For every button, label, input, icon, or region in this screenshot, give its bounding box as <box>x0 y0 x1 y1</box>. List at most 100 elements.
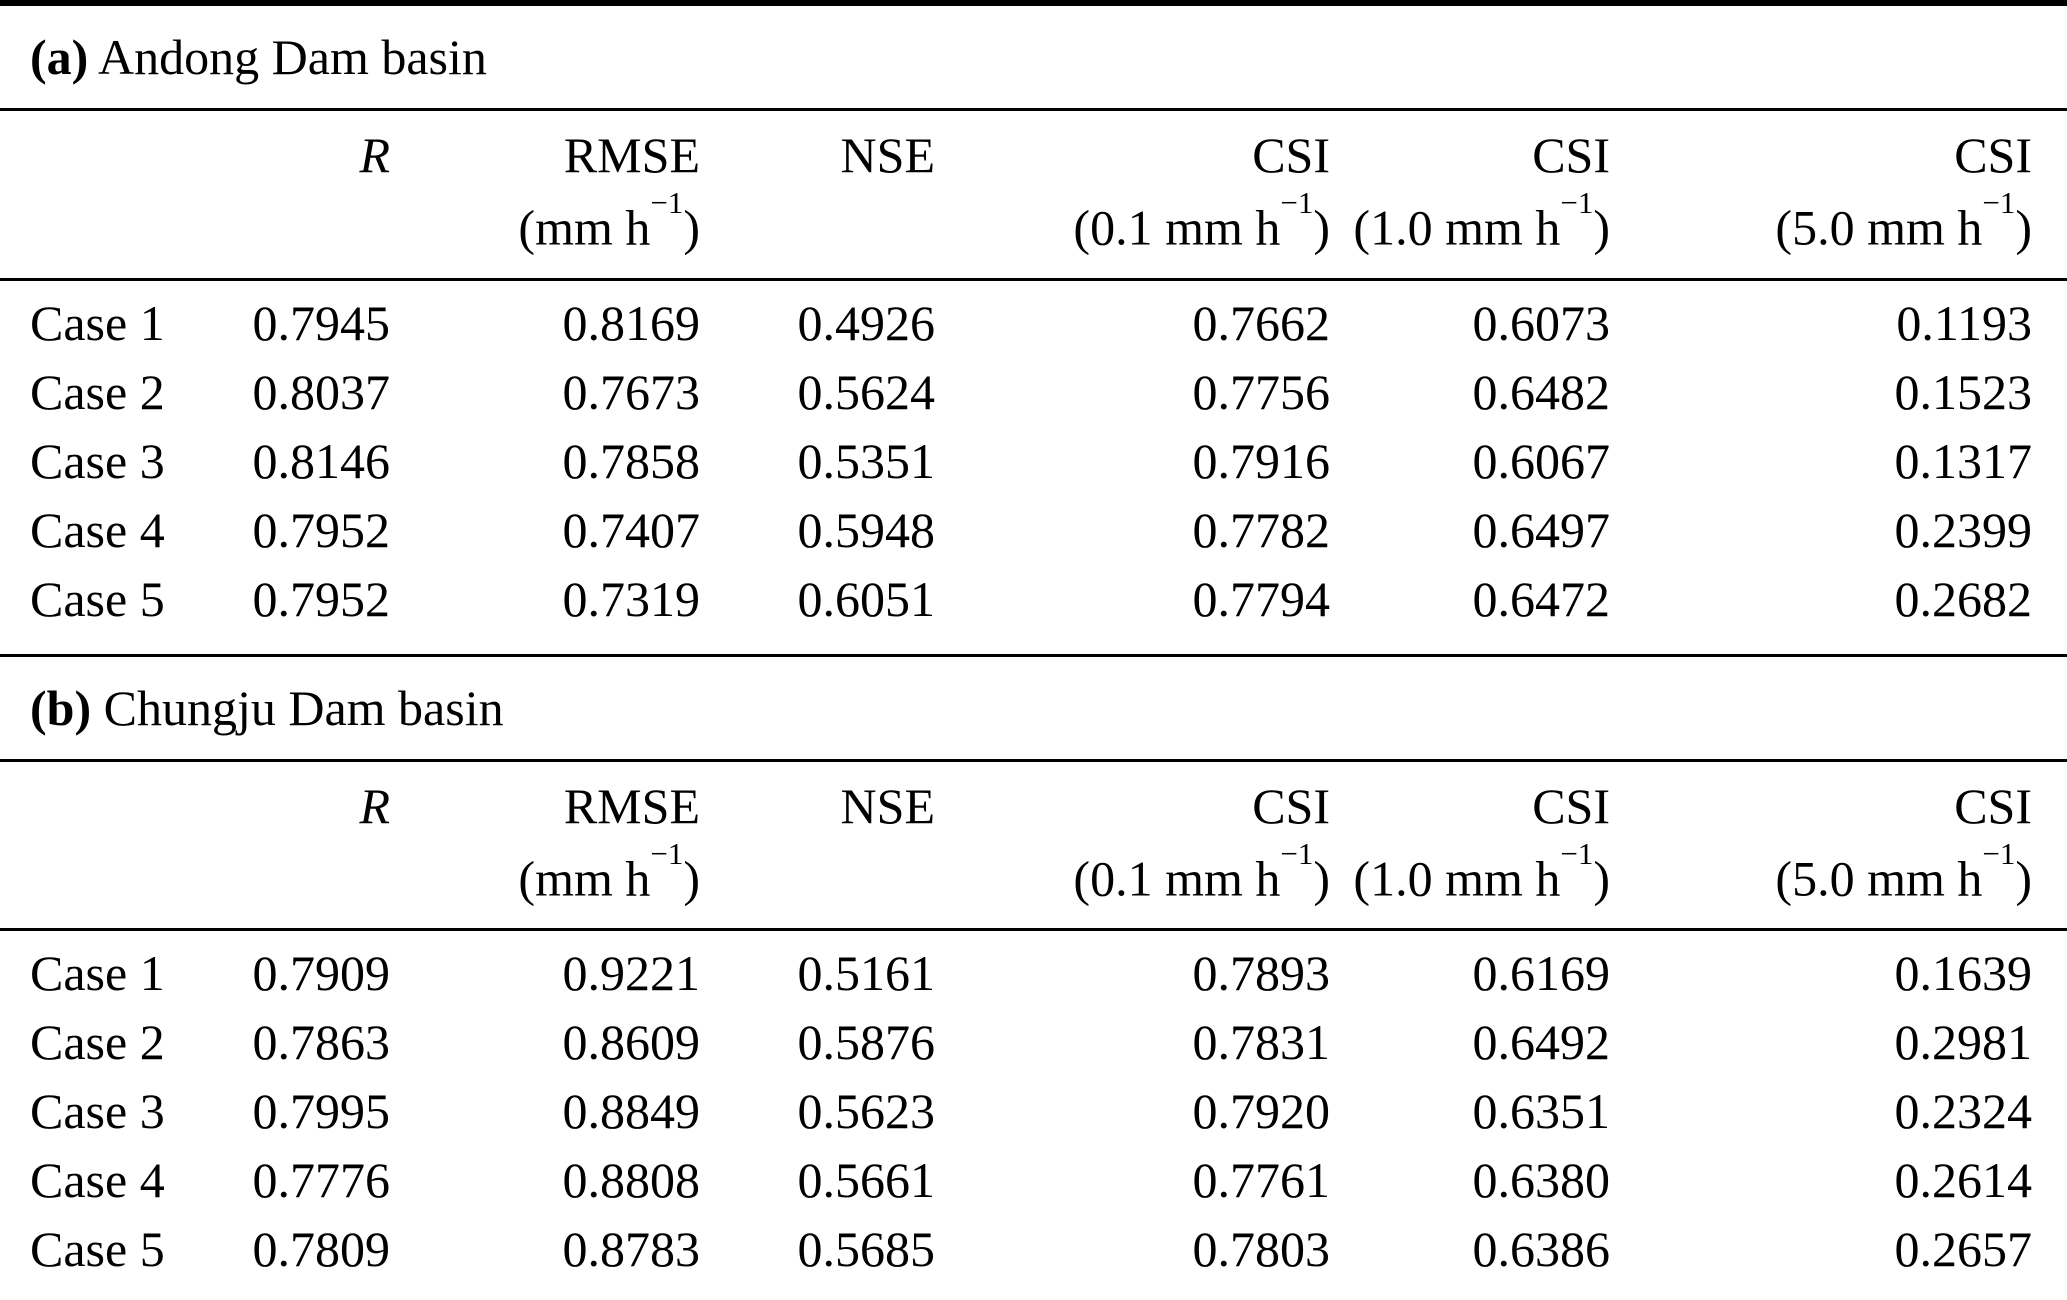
section-b-tag: (b) <box>30 679 92 736</box>
cell-csi-50: 0.2682 <box>1894 570 2033 627</box>
col-header-csi-01: CSI (0.1 mm h−1) <box>935 761 1330 932</box>
cell-csi-50: 0.2657 <box>1894 1221 2033 1278</box>
cell-csi-50: 0.2399 <box>1894 501 2033 558</box>
unit-suffix: ) <box>1593 199 1610 256</box>
unit-suffix: ) <box>683 850 700 907</box>
section-b-name: Chungju Dam basin <box>91 679 504 736</box>
row-label: Case 3 <box>30 432 165 489</box>
cell-csi-50: 0.1639 <box>1894 945 2033 1002</box>
cell-csi-10: 0.6067 <box>1472 432 1611 489</box>
unit-suffix: ) <box>1313 199 1330 256</box>
cell-r: 0.7952 <box>252 570 391 627</box>
cell-r: 0.7809 <box>252 1221 391 1278</box>
col-unit-rmse: (mm h−1) <box>390 836 700 911</box>
col-unit-csi-50: (5.0 mm h−1) <box>1610 836 2032 911</box>
cell-csi-50: 0.1317 <box>1894 432 2033 489</box>
section-a-name: Andong Dam basin <box>88 29 487 85</box>
section-b-title: (b) Chungju Dam basin <box>0 657 2067 759</box>
header-row: R RMSE (mm h−1) NSE CSI (0.1 mm h−1) CSI <box>0 111 2067 281</box>
table-row: Case 3 0.8146 0.7858 0.5351 0.7916 0.606… <box>0 427 2067 496</box>
cell-csi-50: 0.2324 <box>1894 1083 2033 1140</box>
cell-csi-50: 0.2614 <box>1894 1152 2033 1209</box>
unit-prefix: (1.0 mm h <box>1353 850 1561 907</box>
cell-csi-10: 0.6492 <box>1472 1014 1611 1071</box>
cell-csi-10: 0.6497 <box>1472 501 1611 558</box>
unit-prefix: (5.0 mm h <box>1775 850 1983 907</box>
unit-exponent: −1 <box>1280 835 1314 871</box>
cell-csi-50: 0.1523 <box>1894 363 2033 420</box>
table-row: Case 4 0.7776 0.8808 0.5661 0.7761 0.638… <box>0 1146 2067 1215</box>
cell-nse: 0.5948 <box>797 501 936 558</box>
col-label-nse: NSE <box>840 777 935 834</box>
cell-r: 0.8146 <box>252 432 391 489</box>
cell-rmse: 0.7319 <box>562 570 701 627</box>
cell-csi-01: 0.7920 <box>1192 1083 1331 1140</box>
cell-nse: 0.5685 <box>797 1221 936 1278</box>
col-header-csi-10: CSI (1.0 mm h−1) <box>1330 111 1610 281</box>
col-header-r: R <box>230 761 390 932</box>
col-header-csi-50: CSI (5.0 mm h−1) <box>1610 761 2067 932</box>
row-label: Case 5 <box>30 570 165 627</box>
cell-csi-10: 0.6380 <box>1472 1152 1611 1209</box>
cell-nse: 0.5624 <box>797 363 936 420</box>
col-label-r: R <box>359 127 390 183</box>
cell-rmse: 0.7858 <box>562 432 701 489</box>
section-a-title: (a) Andong Dam basin <box>0 6 2067 108</box>
cell-nse: 0.5623 <box>797 1083 936 1140</box>
cell-csi-50: 0.1193 <box>1896 294 2032 351</box>
col-header-csi-10: CSI (1.0 mm h−1) <box>1330 761 1610 932</box>
table-chungju-header: R RMSE (mm h−1) NSE CSI (0.1 mm h−1) CSI <box>0 761 2067 932</box>
unit-exponent: −1 <box>650 835 684 871</box>
table-row: Case 1 0.7909 0.9221 0.5161 0.7893 0.616… <box>0 930 2067 1009</box>
row-label: Case 2 <box>30 363 165 420</box>
cell-r: 0.7952 <box>252 501 391 558</box>
unit-prefix: (0.1 mm h <box>1073 199 1281 256</box>
row-label: Case 1 <box>30 294 165 351</box>
top-rule <box>0 0 2067 6</box>
cell-csi-01: 0.7893 <box>1192 945 1331 1002</box>
cell-csi-10: 0.6386 <box>1472 1221 1611 1278</box>
cell-csi-01: 0.7831 <box>1192 1014 1331 1071</box>
cell-r: 0.7995 <box>252 1083 391 1140</box>
col-label-nse: NSE <box>840 127 935 183</box>
col-header-corner <box>0 761 230 932</box>
cell-rmse: 0.9221 <box>562 945 701 1002</box>
row-label: Case 1 <box>30 945 165 1002</box>
cell-csi-01: 0.7916 <box>1192 432 1331 489</box>
table-andong: R RMSE (mm h−1) NSE CSI (0.1 mm h−1) CSI <box>0 111 2067 654</box>
row-label: Case 4 <box>30 1152 165 1209</box>
header-row: R RMSE (mm h−1) NSE CSI (0.1 mm h−1) CSI <box>0 761 2067 932</box>
col-unit-csi-01: (0.1 mm h−1) <box>935 185 1330 260</box>
col-unit-rmse: (mm h−1) <box>390 185 700 260</box>
row-label: Case 2 <box>30 1014 165 1071</box>
table-row: Case 2 0.8037 0.7673 0.5624 0.7756 0.648… <box>0 358 2067 427</box>
cell-nse: 0.5161 <box>797 945 936 1002</box>
table-andong-header: R RMSE (mm h−1) NSE CSI (0.1 mm h−1) CSI <box>0 111 2067 281</box>
section-a-tag: (a) <box>30 29 89 85</box>
row-label: Case 5 <box>30 1221 165 1278</box>
col-label-rmse: RMSE <box>563 777 700 834</box>
unit-prefix: (0.1 mm h <box>1073 850 1281 907</box>
cell-csi-10: 0.6169 <box>1472 945 1611 1002</box>
cell-csi-01: 0.7782 <box>1192 501 1331 558</box>
cell-rmse: 0.8849 <box>562 1083 701 1140</box>
unit-suffix: ) <box>683 199 700 256</box>
col-header-rmse: RMSE (mm h−1) <box>390 111 700 281</box>
section-a-header-top-rule <box>0 108 2067 111</box>
col-header-corner <box>0 111 230 281</box>
unit-exponent: −1 <box>1982 835 2016 871</box>
cell-csi-01: 0.7794 <box>1192 570 1331 627</box>
cell-nse: 0.5876 <box>797 1014 936 1071</box>
row-label: Case 4 <box>30 501 165 558</box>
cell-csi-10: 0.6472 <box>1472 570 1611 627</box>
unit-prefix: (mm h <box>518 850 651 907</box>
col-header-csi-01: CSI (0.1 mm h−1) <box>935 111 1330 281</box>
col-label-csi-10: CSI <box>1532 777 1610 834</box>
table-andong-body: Case 1 0.7945 0.8169 0.4926 0.7662 0.607… <box>0 279 2067 654</box>
cell-csi-01: 0.7662 <box>1192 294 1331 351</box>
cell-nse: 0.4926 <box>797 294 936 351</box>
section-b-header-top-rule <box>0 758 2067 762</box>
cell-rmse: 0.8783 <box>562 1221 701 1278</box>
table-row: Case 1 0.7945 0.8169 0.4926 0.7662 0.607… <box>0 279 2067 358</box>
